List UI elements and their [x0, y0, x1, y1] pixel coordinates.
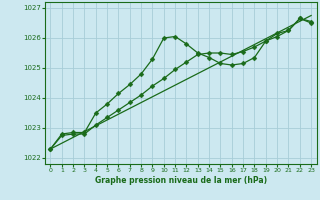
X-axis label: Graphe pression niveau de la mer (hPa): Graphe pression niveau de la mer (hPa) — [95, 176, 267, 185]
